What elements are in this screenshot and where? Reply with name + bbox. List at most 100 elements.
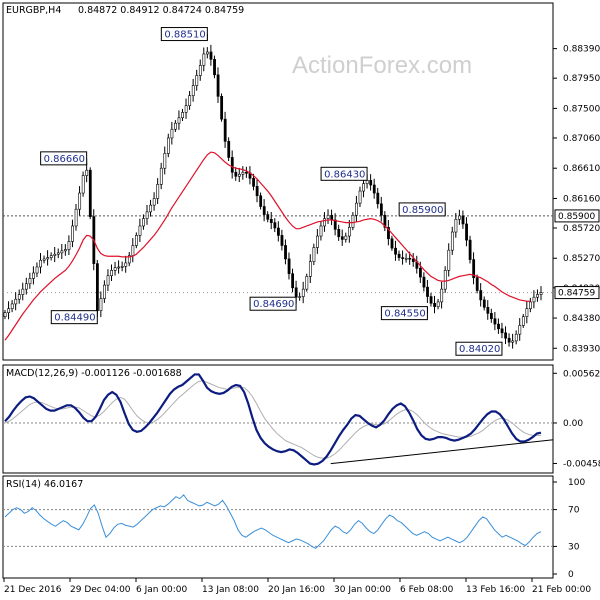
candle-body [529,301,532,309]
candle-body [53,253,57,256]
rsi-tick-label: 70 [568,506,580,516]
candle-body [106,275,110,286]
candle-body [291,273,295,289]
rsi-header: RSI(14) 46.0167 [6,479,83,490]
price-tick-label: 0.85270 [563,254,600,264]
pivot-box [160,27,208,42]
price-panel-frame [2,2,554,361]
candle-body [28,278,32,285]
candle-body [458,215,461,220]
candle-body [24,283,28,290]
candle-body [394,247,397,255]
candle-body [273,222,277,229]
candle-body [95,263,99,311]
candle-body [507,337,511,343]
pivot-label: 0.86660 [44,154,85,165]
macd-tick-label: -0.004586 [563,459,600,469]
x-tick-label: 30 Jan 00:00 [334,585,391,595]
rsi-y-axis: 100 70 30 0 [553,478,585,580]
candle-body [241,171,245,175]
candle-body [103,284,106,299]
macd-panel-frame [2,364,554,474]
candle-body [67,241,71,250]
candle-body [227,141,231,158]
pivot-labels: 0.88510 0.86660 0.84490 0.84690 0.86430 0.859… [40,27,503,356]
candle-body [46,257,50,260]
candle-body [390,238,394,249]
candle-body [117,266,121,269]
macd-tick-label: 0.00 [563,419,583,429]
rsi-panel-frame [2,475,554,579]
pivot-label: 0.84490 [54,313,95,324]
candle-body [301,288,305,297]
candle-body [465,223,468,241]
pivot-box [380,306,428,321]
candle-body [166,137,170,154]
candle-body [7,308,11,313]
candle-body [383,214,387,228]
candle-body [64,249,67,252]
candle-body [340,236,344,240]
price-tick-label: 0.86160 [563,194,600,204]
price-tick-label: 0.88390 [563,45,600,55]
candle-body [419,268,422,278]
candle-body [426,286,429,297]
candle-body [500,328,504,334]
x-tick-label: 13 Feb 16:00 [466,585,525,595]
candle-body [316,235,319,248]
candle-body [280,235,284,246]
candle-body [42,258,46,261]
candle-body [362,183,366,192]
candle-body [60,250,64,254]
candle-body [497,323,500,330]
candle-body [504,332,508,339]
candle-body [305,276,309,290]
pivot-box [50,310,98,325]
candle-body [255,186,259,197]
level-price-label: 0.85900 [558,212,595,222]
rsi-tick-label: 0 [568,570,574,580]
moving-average [4,151,531,341]
pivot-box [40,151,88,166]
candle-body [14,298,18,305]
candle-body [532,296,536,303]
pivot-label: 0.84550 [384,309,425,320]
watermark: ActionForex.com [292,52,472,79]
candle-body [220,96,224,120]
level-price-tag [554,209,600,223]
candle-body [49,255,53,258]
candle-body [411,258,415,262]
candle-body [344,235,348,240]
candle-body [223,118,227,142]
candle-body [174,122,177,130]
macd-main-line [4,373,542,466]
candle-body [308,261,312,277]
candle-body [110,270,113,277]
candle-body [284,245,287,260]
candle-body [468,239,472,260]
candle-body [298,296,302,298]
candle-body [443,270,447,290]
candle-body [159,167,163,185]
pivot-box [249,296,297,311]
candle-body [170,128,174,139]
price-header-symbol: EURGBP,H4 [6,5,61,16]
candle-body [493,318,497,325]
candle-body [326,214,330,219]
candle-body [142,218,145,227]
x-tick-label: 21 Feb 00:00 [532,585,591,595]
candle-body [195,75,199,86]
candle-body [486,306,490,314]
price-tick-label: 0.86610 [563,164,600,174]
candle-body [131,245,135,256]
rsi-series-line [4,494,542,549]
candle-body [191,85,195,96]
pivot-label: 0.86430 [324,169,365,180]
candle-body [10,303,14,309]
candle-body [514,333,518,342]
candle-body [156,184,160,199]
macd-tick-label: 0.005627 [563,369,600,379]
candle-body [163,153,167,169]
candle-body [447,249,451,271]
rsi-tick-label: 100 [568,478,585,488]
